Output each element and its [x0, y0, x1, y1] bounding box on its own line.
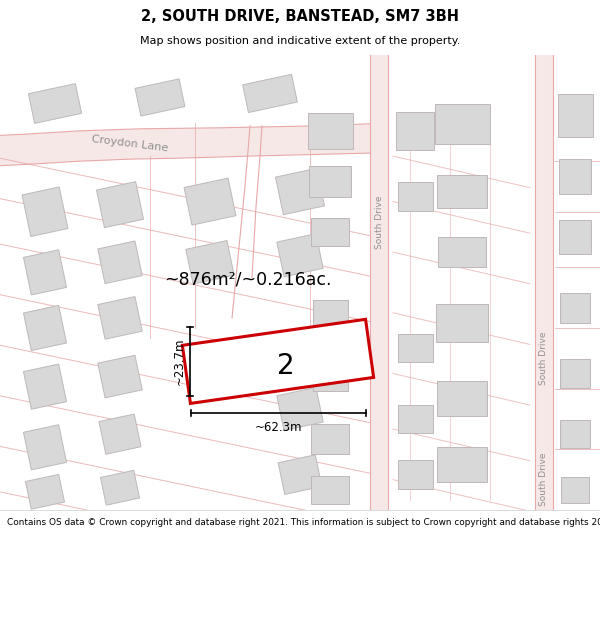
Polygon shape: [437, 381, 487, 416]
Polygon shape: [28, 84, 82, 123]
Text: Croydon Lane: Croydon Lane: [91, 134, 169, 154]
Polygon shape: [437, 176, 487, 208]
Polygon shape: [186, 241, 234, 284]
Polygon shape: [560, 292, 590, 323]
Polygon shape: [560, 359, 590, 388]
Polygon shape: [23, 306, 67, 351]
Polygon shape: [277, 234, 323, 277]
Text: South Drive: South Drive: [539, 453, 548, 506]
Polygon shape: [309, 166, 351, 196]
Text: ~876m²/~0.216ac.: ~876m²/~0.216ac.: [164, 271, 332, 289]
Polygon shape: [98, 297, 142, 339]
Polygon shape: [311, 424, 349, 454]
Polygon shape: [308, 113, 353, 149]
Polygon shape: [560, 420, 590, 448]
Polygon shape: [25, 474, 65, 509]
Polygon shape: [438, 237, 486, 268]
Polygon shape: [278, 455, 322, 494]
Polygon shape: [100, 471, 140, 505]
Polygon shape: [559, 159, 591, 194]
Polygon shape: [98, 355, 142, 398]
Text: South Drive: South Drive: [374, 195, 383, 249]
Polygon shape: [23, 425, 67, 470]
Polygon shape: [23, 364, 67, 409]
Polygon shape: [99, 414, 141, 454]
Polygon shape: [398, 182, 433, 211]
Text: ~62.3m: ~62.3m: [254, 421, 302, 434]
Polygon shape: [135, 79, 185, 116]
Polygon shape: [398, 334, 433, 362]
Polygon shape: [277, 388, 323, 431]
Polygon shape: [436, 304, 488, 342]
Polygon shape: [22, 187, 68, 236]
Polygon shape: [559, 221, 591, 254]
Polygon shape: [437, 447, 487, 482]
Polygon shape: [182, 319, 374, 403]
Text: Map shows position and indicative extent of the property.: Map shows position and indicative extent…: [140, 36, 460, 46]
Polygon shape: [396, 112, 434, 150]
Polygon shape: [184, 178, 236, 225]
Polygon shape: [242, 74, 298, 112]
Polygon shape: [311, 476, 349, 504]
Polygon shape: [398, 461, 433, 489]
Polygon shape: [23, 250, 67, 295]
Polygon shape: [0, 124, 370, 166]
Polygon shape: [561, 477, 589, 503]
Polygon shape: [97, 182, 143, 228]
Text: ~23.7m: ~23.7m: [173, 338, 185, 385]
Polygon shape: [434, 104, 490, 144]
Polygon shape: [275, 168, 325, 215]
Polygon shape: [557, 94, 593, 137]
Bar: [370, 55, 388, 510]
Text: Contains OS data © Crown copyright and database right 2021. This information is : Contains OS data © Crown copyright and d…: [7, 518, 600, 527]
Polygon shape: [98, 241, 142, 284]
Polygon shape: [398, 405, 433, 433]
Polygon shape: [313, 366, 347, 391]
Polygon shape: [313, 300, 347, 326]
Text: 2: 2: [277, 352, 295, 381]
Bar: [535, 55, 553, 510]
Text: 2, SOUTH DRIVE, BANSTEAD, SM7 3BH: 2, SOUTH DRIVE, BANSTEAD, SM7 3BH: [141, 9, 459, 24]
Polygon shape: [311, 217, 349, 246]
Text: South Drive: South Drive: [539, 332, 548, 385]
